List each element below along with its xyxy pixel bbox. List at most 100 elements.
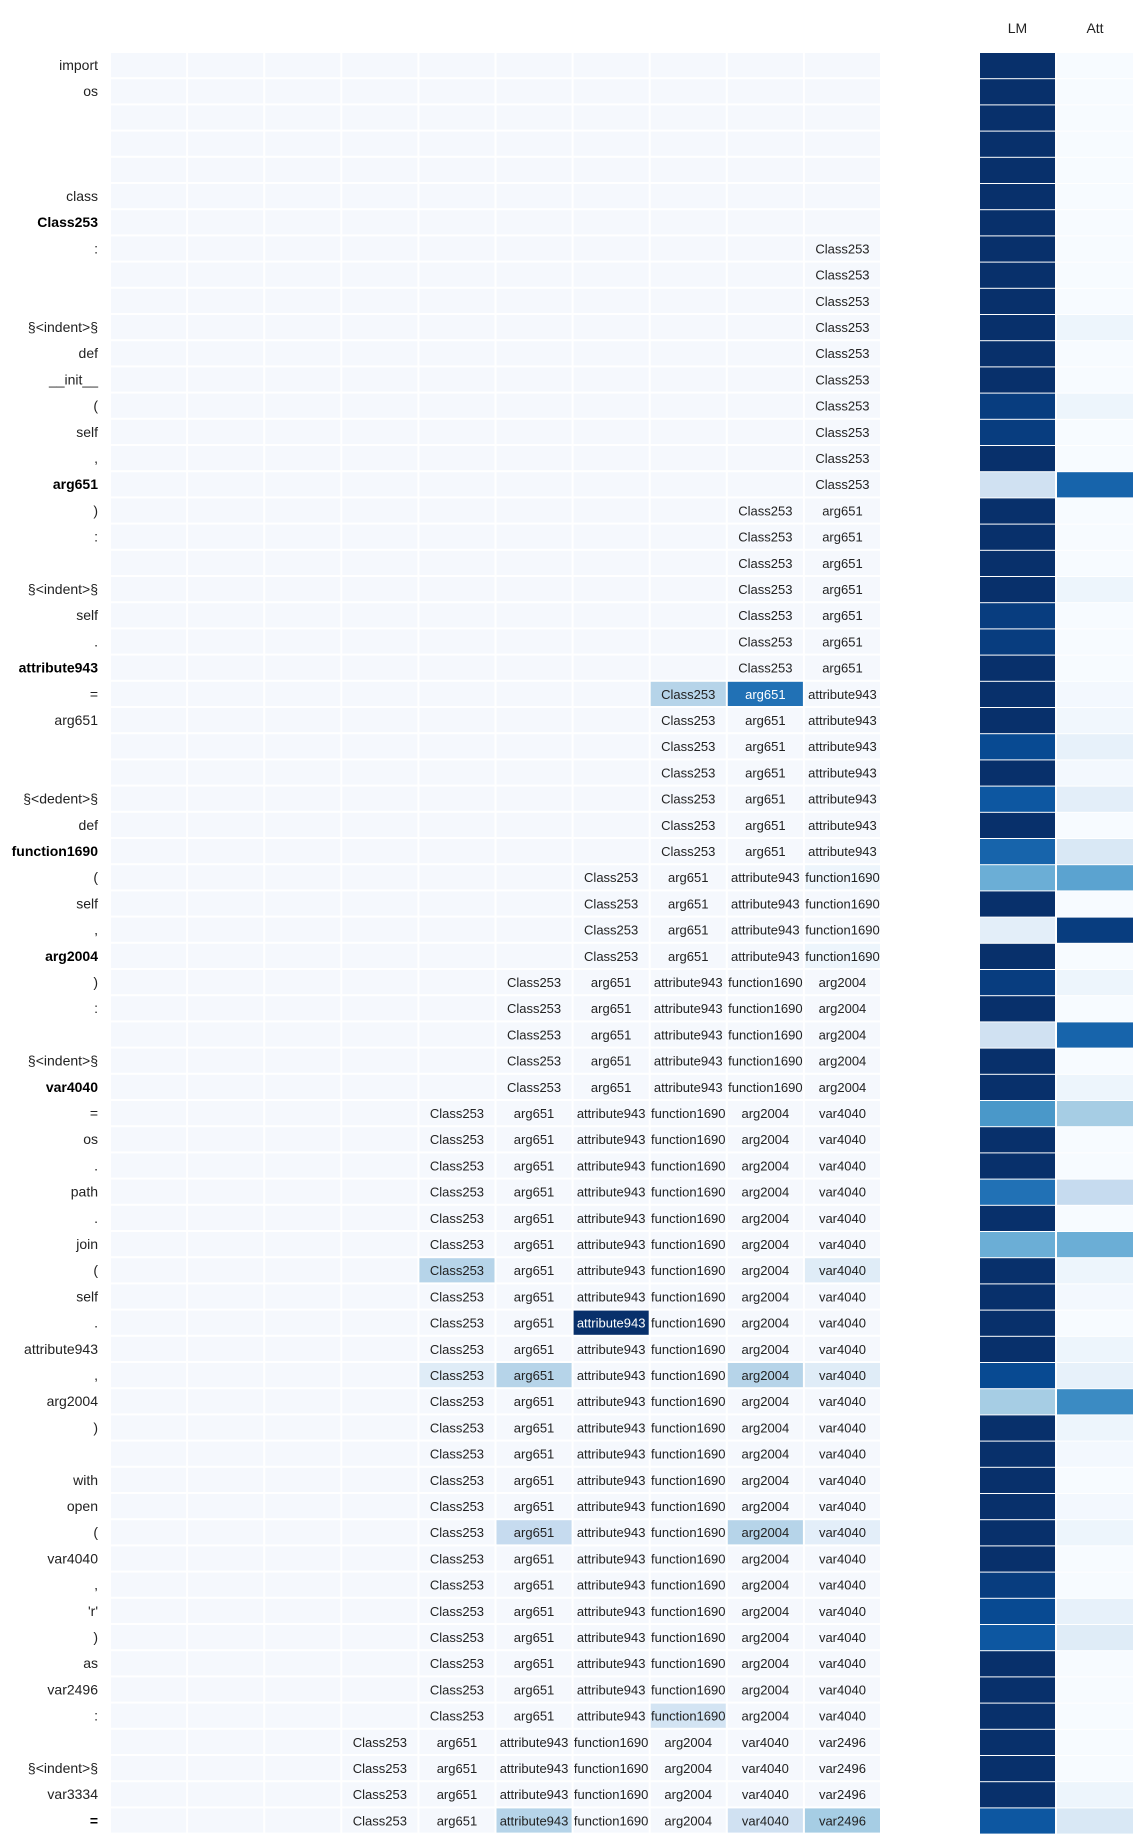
memory-cell-label: function1690 [728,1054,802,1069]
memory-cell-label: Class253 [430,1316,484,1331]
memory-cell-label: arg651 [514,1525,554,1540]
memory-cell [573,262,649,287]
memory-cell [342,262,418,287]
memory-cell [342,760,418,785]
memory-cell [496,734,572,759]
memory-cell [573,1336,649,1361]
memory-cell-label: var4040 [819,1420,866,1435]
att-cell [1057,812,1133,838]
memory-cell [342,917,418,942]
memory-cell [419,943,495,968]
memory-cell [188,891,264,916]
lm-cell [980,1415,1055,1441]
memory-cell-label: attribute943 [654,975,723,990]
memory-cell [727,865,803,890]
memory-cell-label: arg2004 [819,975,867,990]
memory-cell [265,1467,341,1492]
memory-cell-label: function1690 [651,1656,725,1671]
memory-cell [496,550,572,575]
memory-cell [111,1729,187,1754]
memory-cell [188,262,264,287]
memory-cell-label: arg651 [514,1316,554,1331]
memory-cell [650,236,726,261]
memory-cell-label: function1690 [574,1735,648,1750]
memory-cell [727,655,803,680]
memory-cell [342,734,418,759]
lm-cell [980,1808,1055,1834]
memory-cell [419,917,495,942]
memory-cell-label: Class253 [430,1682,484,1697]
row-label-token: . [94,1210,98,1226]
memory-cell [188,79,264,104]
memory-cell-label: function1690 [651,1158,725,1173]
att-cell [1057,1467,1133,1493]
memory-cell [650,550,726,575]
lm-cell [980,1389,1055,1415]
memory-cell [727,1179,803,1204]
memory-cell [727,288,803,313]
memory-cell [265,1756,341,1781]
memory-cell [342,655,418,680]
row-label-token: class [66,188,98,204]
memory-cell-label: var4040 [819,1289,866,1304]
lm-cell [980,655,1055,681]
memory-cell [496,1101,572,1126]
memory-cell [419,1310,495,1335]
memory-cell [573,1494,649,1519]
memory-cell-label: attribute943 [808,713,877,728]
memory-cell [804,1520,880,1545]
memory-cell [496,315,572,340]
memory-cell [573,1677,649,1702]
memory-cell [111,1258,187,1283]
memory-cell [265,1205,341,1230]
memory-cell [727,760,803,785]
memory-cell-label: attribute943 [808,818,877,833]
memory-cell [573,603,649,628]
memory-cell [111,1441,187,1466]
memory-cell [188,1756,264,1781]
memory-cell [573,1808,649,1833]
memory-cell [265,1415,341,1440]
memory-cell-label: arg651 [514,1551,554,1566]
memory-cell [804,655,880,680]
memory-cell [573,1467,649,1492]
memory-cell-label: var4040 [819,1447,866,1462]
memory-cell [496,655,572,680]
lm-cell [980,603,1055,629]
memory-cell [727,1546,803,1571]
memory-cell-label: attribute943 [577,1604,646,1619]
memory-cell-label: Class253 [815,294,869,309]
memory-cell [496,1074,572,1099]
memory-cell [188,655,264,680]
memory-cell [111,760,187,785]
memory-cell-label: Class253 [815,477,869,492]
memory-cell [573,1625,649,1650]
memory-cell-label: arg651 [745,739,785,754]
row-label-token: §<indent>§ [28,319,98,335]
lm-cell [980,1048,1055,1074]
memory-cell [650,1467,726,1492]
memory-cell [342,315,418,340]
memory-cell-label: arg651 [514,1158,554,1173]
memory-cell [111,629,187,654]
memory-cell-label: Class253 [430,1394,484,1409]
lm-cell [980,1284,1055,1310]
memory-cell [496,812,572,837]
att-cell [1057,419,1133,445]
memory-cell-label: Class253 [430,1604,484,1619]
memory-cell [111,681,187,706]
memory-cell-label: arg2004 [741,1656,789,1671]
memory-cell-label: arg651 [514,1656,554,1671]
memory-cell [727,1703,803,1728]
memory-cell [188,1729,264,1754]
memory-cell [496,1048,572,1073]
memory-cell [188,1074,264,1099]
memory-cell [727,1284,803,1309]
memory-cell-label: Class253 [738,556,792,571]
lm-cell [980,681,1055,707]
memory-cell [188,1101,264,1126]
memory-cell [650,1284,726,1309]
memory-cell [804,1703,880,1728]
row-label-token: arg2004 [47,1393,99,1409]
memory-cell [650,1336,726,1361]
